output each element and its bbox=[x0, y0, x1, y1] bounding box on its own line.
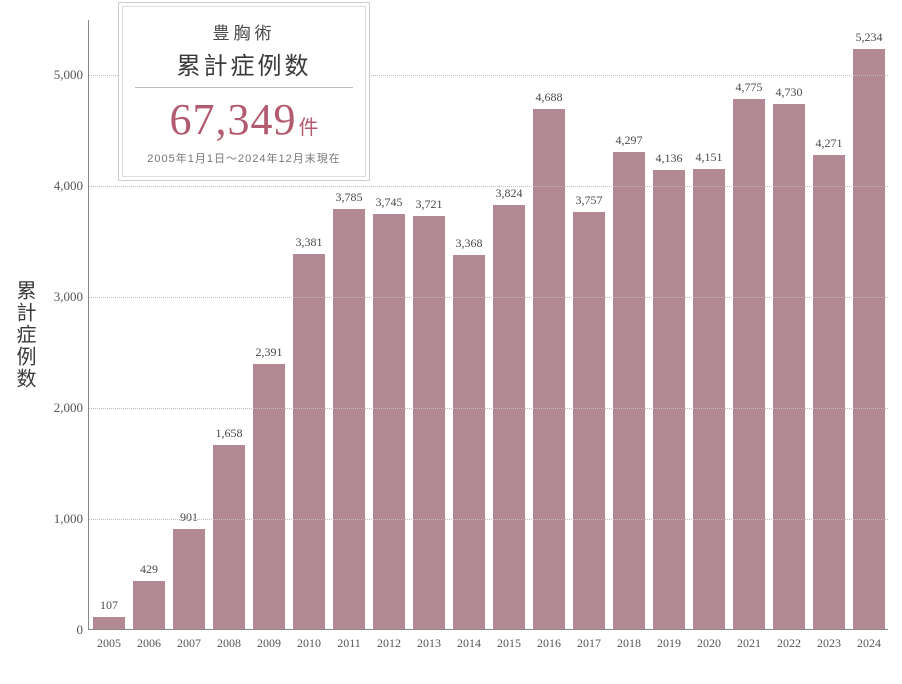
bar-value-label: 4,151 bbox=[695, 150, 722, 165]
summary-box: 豊胸術 累計症例数 67,349件 2005年1月1日～2024年12月末現在 bbox=[118, 2, 370, 181]
x-tick-label: 2008 bbox=[217, 636, 241, 651]
bar bbox=[853, 49, 884, 629]
bar-slot: 4,730 bbox=[773, 104, 804, 629]
bar-value-label: 3,745 bbox=[375, 195, 402, 210]
bar-slot: 429 bbox=[133, 581, 164, 629]
bar bbox=[93, 617, 124, 629]
bar bbox=[213, 445, 244, 629]
bar bbox=[453, 255, 484, 629]
bar-value-label: 3,757 bbox=[575, 193, 602, 208]
x-tick-label: 2014 bbox=[457, 636, 481, 651]
grid-line bbox=[89, 297, 888, 298]
bar-value-label: 4,730 bbox=[775, 85, 802, 100]
x-tick-label: 2017 bbox=[577, 636, 601, 651]
bar bbox=[733, 99, 764, 629]
bar bbox=[653, 170, 684, 629]
y-tick-label: 3,000 bbox=[54, 289, 83, 305]
bar-slot: 4,297 bbox=[613, 152, 644, 629]
bar-value-label: 4,271 bbox=[815, 136, 842, 151]
x-tick-label: 2013 bbox=[417, 636, 441, 651]
bar-value-label: 3,368 bbox=[455, 236, 482, 251]
y-tick-label: 2,000 bbox=[54, 400, 83, 416]
bar-slot: 4,136 bbox=[653, 170, 684, 629]
bar bbox=[253, 364, 284, 629]
summary-unit: 件 bbox=[299, 117, 319, 139]
y-tick-label: 0 bbox=[77, 622, 84, 638]
bar-slot: 3,757 bbox=[573, 212, 604, 629]
bar-value-label: 107 bbox=[100, 598, 118, 613]
bar-value-label: 429 bbox=[140, 562, 158, 577]
bar-slot: 4,271 bbox=[813, 155, 844, 629]
bar bbox=[813, 155, 844, 629]
y-axis-title: 累計症例数 bbox=[10, 280, 39, 390]
grid-line bbox=[89, 186, 888, 187]
y-tick-label: 1,000 bbox=[54, 511, 83, 527]
summary-subtitle: 豊胸術 bbox=[131, 19, 357, 44]
bar-value-label: 4,136 bbox=[655, 151, 682, 166]
x-tick-label: 2005 bbox=[97, 636, 121, 651]
bar-value-label: 5,234 bbox=[855, 30, 882, 45]
bar-value-label: 1,658 bbox=[215, 426, 242, 441]
x-tick-label: 2020 bbox=[697, 636, 721, 651]
x-tick-label: 2012 bbox=[377, 636, 401, 651]
x-tick-label: 2024 bbox=[857, 636, 881, 651]
x-tick-label: 2010 bbox=[297, 636, 321, 651]
x-tick-label: 2006 bbox=[137, 636, 161, 651]
y-tick-label: 4,000 bbox=[54, 178, 83, 194]
grid-line bbox=[89, 519, 888, 520]
bar-value-label: 4,775 bbox=[735, 80, 762, 95]
x-tick-label: 2009 bbox=[257, 636, 281, 651]
bar-value-label: 2,391 bbox=[255, 345, 282, 360]
bar-slot: 4,775 bbox=[733, 99, 764, 629]
bar-slot: 3,368 bbox=[453, 255, 484, 629]
bar bbox=[573, 212, 604, 629]
bar-slot: 3,381 bbox=[293, 254, 324, 629]
bar bbox=[133, 581, 164, 629]
bar bbox=[333, 209, 364, 629]
bar-slot: 3,721 bbox=[413, 216, 444, 629]
x-tick-label: 2016 bbox=[537, 636, 561, 651]
bar bbox=[493, 205, 524, 629]
bar-slot: 3,785 bbox=[333, 209, 364, 629]
summary-total-row: 67,349件 bbox=[131, 96, 357, 148]
x-tick-label: 2011 bbox=[337, 636, 361, 651]
bar-slot: 4,151 bbox=[693, 169, 724, 629]
x-tick-label: 2021 bbox=[737, 636, 761, 651]
bar-value-label: 3,381 bbox=[295, 235, 322, 250]
bar bbox=[613, 152, 644, 629]
bar-value-label: 3,721 bbox=[415, 197, 442, 212]
y-tick-label: 5,000 bbox=[54, 67, 83, 83]
chart-container: 累計症例数 107 429 901 1,658 2,391 3,381 3,785 3,745… bbox=[0, 0, 902, 684]
bar bbox=[373, 214, 404, 629]
summary-total: 67,349 bbox=[170, 96, 297, 144]
bar-slot: 107 bbox=[93, 617, 124, 629]
bar-value-label: 3,824 bbox=[495, 186, 522, 201]
x-tick-label: 2019 bbox=[657, 636, 681, 651]
bar-slot: 3,745 bbox=[373, 214, 404, 629]
bar-value-label: 901 bbox=[180, 510, 198, 525]
bar-slot: 5,234 bbox=[853, 49, 884, 629]
x-tick-label: 2018 bbox=[617, 636, 641, 651]
bar bbox=[293, 254, 324, 629]
summary-title: 累計症例数 bbox=[135, 46, 353, 88]
x-tick-label: 2023 bbox=[817, 636, 841, 651]
x-tick-label: 2007 bbox=[177, 636, 201, 651]
bar-value-label: 4,297 bbox=[615, 133, 642, 148]
bar-value-label: 3,785 bbox=[335, 190, 362, 205]
bar-value-label: 4,688 bbox=[535, 90, 562, 105]
bar-slot: 1,658 bbox=[213, 445, 244, 629]
bar bbox=[413, 216, 444, 629]
bar-slot: 3,824 bbox=[493, 205, 524, 629]
bar bbox=[693, 169, 724, 629]
bar bbox=[173, 529, 204, 629]
bar bbox=[773, 104, 804, 629]
x-tick-label: 2015 bbox=[497, 636, 521, 651]
summary-daterange: 2005年1月1日～2024年12月末現在 bbox=[131, 150, 357, 166]
grid-line bbox=[89, 408, 888, 409]
x-tick-label: 2022 bbox=[777, 636, 801, 651]
bar-slot: 2,391 bbox=[253, 364, 284, 629]
bar-slot: 901 bbox=[173, 529, 204, 629]
